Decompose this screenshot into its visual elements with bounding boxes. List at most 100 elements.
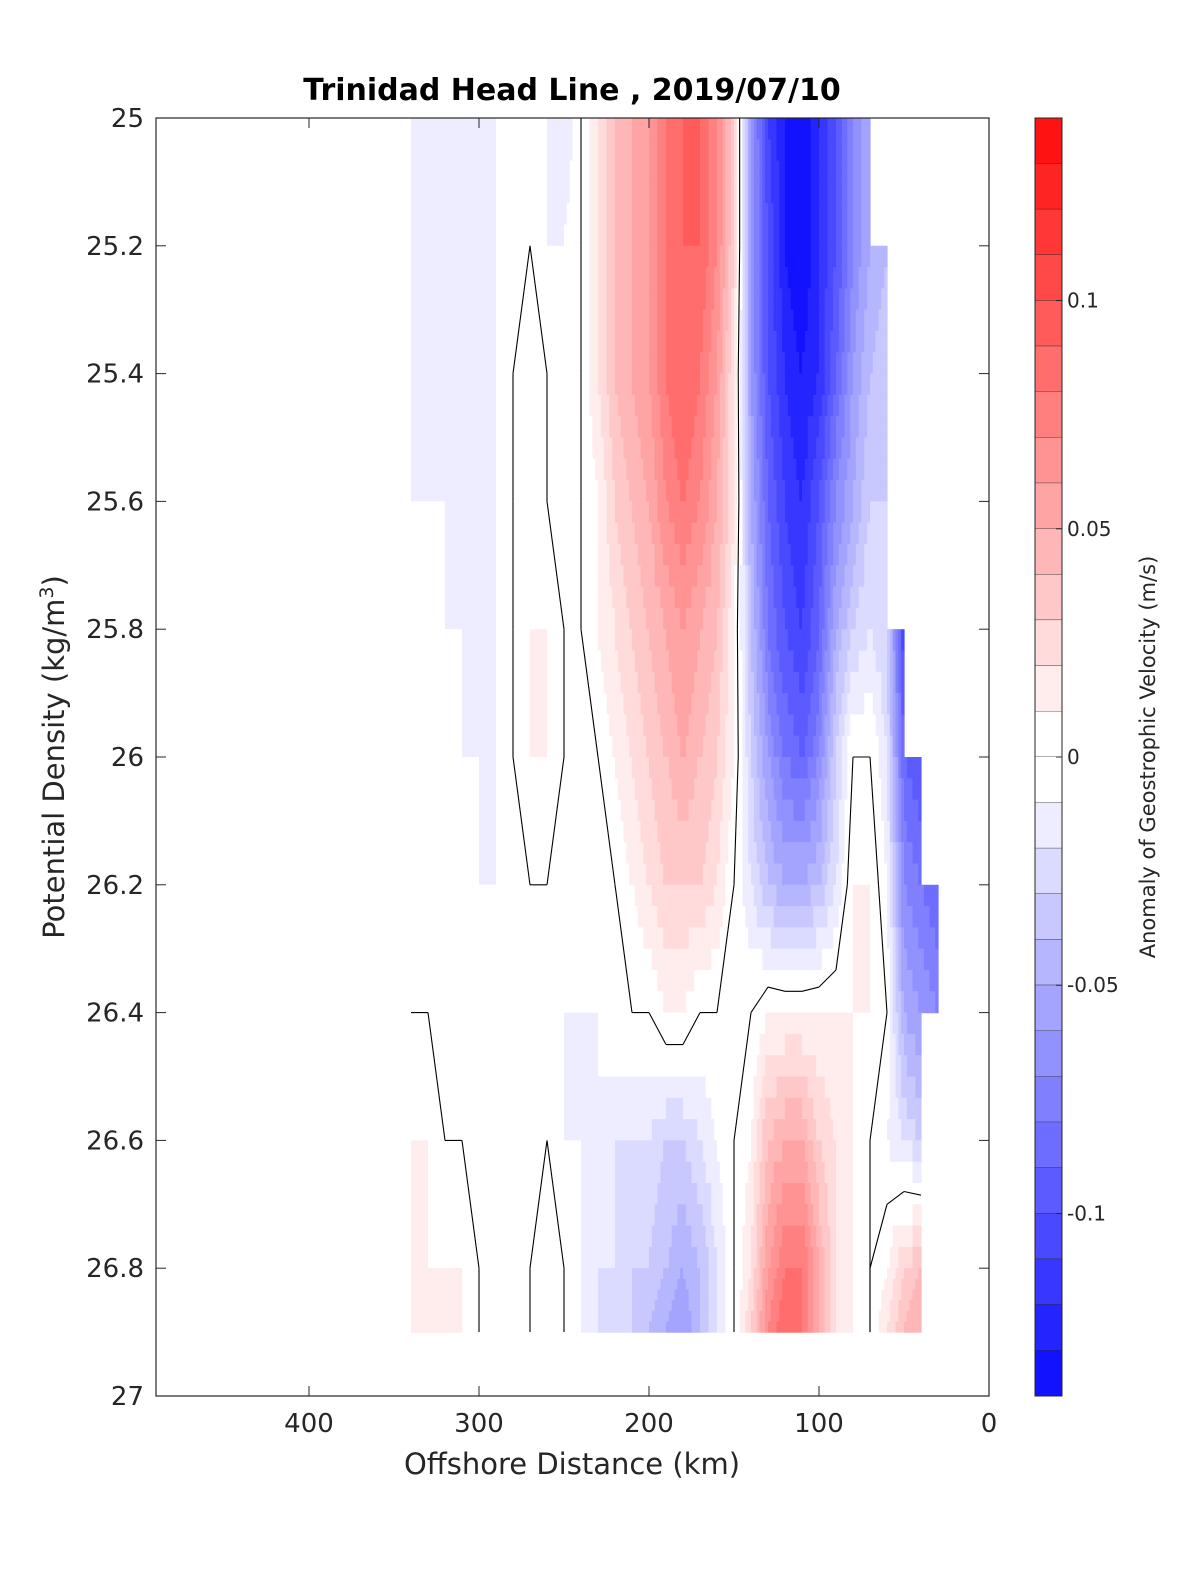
- field-cell: [734, 650, 738, 673]
- field-cell: [850, 245, 854, 268]
- field-cell: [657, 203, 661, 226]
- field-cell: [717, 373, 721, 396]
- field-cell: [853, 544, 857, 566]
- field-cell: [853, 629, 857, 652]
- field-cell: [445, 735, 449, 758]
- field-cell: [779, 671, 783, 694]
- field-cell: [541, 118, 545, 140]
- field-cell: [518, 267, 523, 289]
- field-cell: [796, 671, 800, 694]
- field-cell: [501, 437, 506, 460]
- field-cell: [804, 437, 809, 460]
- field-cell: [504, 458, 508, 481]
- field-cell: [510, 565, 514, 588]
- field-cell: [453, 693, 457, 715]
- field-cell: [663, 693, 667, 715]
- field-cell: [657, 139, 661, 162]
- field-cell: [731, 693, 735, 715]
- field-cell: [535, 416, 540, 439]
- field-cell: [564, 522, 568, 545]
- field-cell: [745, 565, 749, 588]
- field-cell: [708, 181, 712, 204]
- field-cell: [490, 565, 494, 588]
- field-cell: [634, 245, 639, 268]
- field-cell: [541, 224, 545, 247]
- field-cell: [549, 224, 554, 247]
- field-cell: [756, 416, 761, 439]
- field-cell: [411, 139, 415, 162]
- field-cell: [714, 650, 718, 673]
- field-cell: [481, 309, 486, 332]
- field-cell: [878, 267, 882, 289]
- field-cell: [649, 629, 653, 652]
- field-cell: [603, 544, 608, 566]
- field-cell: [739, 458, 744, 481]
- field-cell: [872, 629, 877, 652]
- field-cell: [711, 650, 715, 673]
- field-cell: [620, 373, 625, 396]
- field-cell: [816, 480, 820, 502]
- field-cell: [671, 373, 676, 396]
- field-cell: [779, 309, 783, 332]
- field-cell: [705, 586, 710, 609]
- field-cell: [833, 160, 837, 183]
- field-cell: [751, 267, 755, 289]
- field-cell: [493, 416, 497, 439]
- field-cell: [453, 416, 457, 439]
- field-cell: [453, 480, 457, 502]
- field-cell: [575, 224, 579, 247]
- field-cell: [734, 522, 738, 545]
- field-cell: [855, 245, 860, 268]
- field-cell: [677, 394, 681, 417]
- field-cell: [606, 629, 610, 652]
- field-cell: [728, 735, 732, 758]
- field-cell: [751, 203, 755, 226]
- field-cell: [688, 544, 693, 566]
- field-cell: [731, 394, 735, 417]
- field-cell: [626, 203, 630, 226]
- field-cell: [762, 160, 766, 183]
- field-cell: [680, 224, 684, 247]
- field-cell: [445, 352, 449, 375]
- field-cell: [532, 394, 537, 417]
- field-cell: [549, 394, 554, 417]
- field-cell: [796, 501, 800, 524]
- field-cell: [422, 565, 426, 588]
- field-cell: [515, 480, 520, 502]
- field-cell: [700, 544, 704, 566]
- field-cell: [855, 160, 860, 183]
- field-cell: [433, 501, 438, 524]
- field-cell: [620, 267, 625, 289]
- field-cell: [600, 544, 605, 566]
- field-cell: [824, 203, 829, 226]
- field-cell: [663, 224, 667, 247]
- field-cell: [493, 181, 497, 204]
- field-cell: [419, 267, 423, 289]
- field-cell: [881, 394, 885, 417]
- field-cell: [850, 416, 854, 439]
- field-cell: [586, 480, 591, 502]
- field-cell: [824, 586, 829, 609]
- field-cell: [419, 671, 423, 694]
- field-cell: [674, 118, 678, 140]
- field-cell: [836, 288, 840, 311]
- field-cell: [773, 416, 778, 439]
- field-cell: [680, 735, 684, 758]
- field-cell: [643, 309, 647, 332]
- field-cell: [813, 586, 817, 609]
- field-cell: [598, 352, 602, 375]
- field-cell: [884, 544, 888, 566]
- field-cell: [513, 160, 517, 183]
- field-cell: [872, 480, 877, 502]
- field-cell: [668, 437, 673, 460]
- field-cell: [643, 373, 647, 396]
- field-cell: [552, 735, 557, 758]
- field-cell: [799, 671, 803, 694]
- field-cell: [799, 203, 803, 226]
- field-cell: [547, 203, 551, 226]
- field-cell: [617, 160, 622, 183]
- field-cell: [855, 373, 860, 396]
- field-cell: [575, 480, 579, 502]
- field-cell: [513, 331, 517, 353]
- field-cell: [547, 650, 551, 673]
